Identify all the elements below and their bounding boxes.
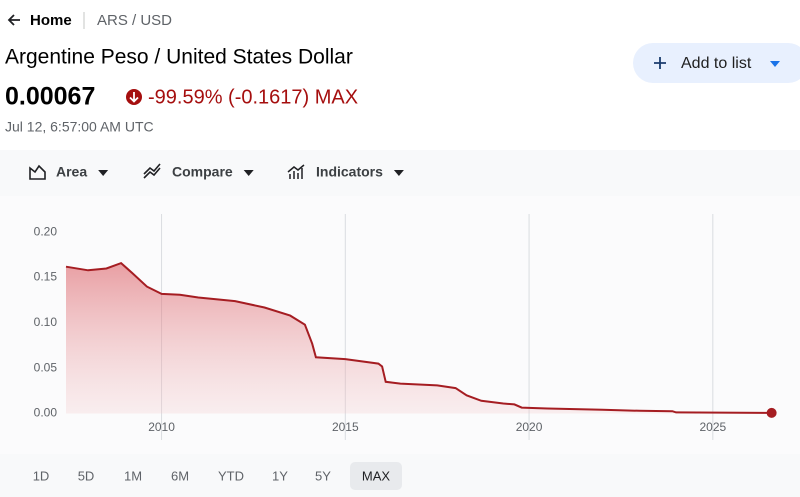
range-button[interactable]: 1D	[33, 468, 50, 483]
range-button[interactable]: 5D	[78, 468, 95, 483]
area-fill	[66, 263, 772, 414]
toolbar-caret	[243, 170, 254, 176]
range-button[interactable]: 1M	[124, 468, 142, 483]
price: 0.00067	[5, 83, 95, 111]
toolbar-icon	[143, 163, 161, 179]
plot: 2010 2015 2020 2025 0.00 0.05 0.10 0.15 0.20	[34, 214, 777, 440]
toolbar-button[interactable]: Area	[56, 164, 87, 180]
toolbar-icon	[29, 164, 46, 180]
y-tick-label: 0.10	[34, 315, 58, 329]
add-to-list-button[interactable]	[633, 43, 800, 83]
toolbar: Area Compare Indicators	[29, 163, 404, 180]
toolbar-button[interactable]: Indicators	[316, 164, 383, 180]
dropdown-caret	[770, 61, 780, 67]
price-line	[65, 261, 772, 414]
range-selector: 1D 5D 1M 6M YTD 1Y 5Y MAX	[33, 462, 402, 490]
toolbar-caret	[98, 170, 109, 176]
x-tick-label: 2025	[699, 420, 726, 434]
timestamp: Jul 12, 6:57:00 AM UTC	[5, 119, 154, 135]
back-arrow[interactable]	[7, 14, 20, 26]
toolbar-caret	[393, 170, 404, 176]
toolbar-icon	[287, 164, 305, 179]
range-button[interactable]: 6M	[171, 468, 189, 483]
x-tick-label: 2010	[148, 420, 175, 434]
breadcrumb-pair: ARS / USD	[97, 12, 172, 29]
y-tick-label: 0.20	[34, 224, 58, 238]
add-to-list-label[interactable]: Add to list	[681, 55, 752, 72]
range-button[interactable]: 1Y	[272, 468, 288, 483]
x-tick-label: 2020	[516, 420, 543, 434]
price-change: -99.59% (-0.1617) MAX	[148, 86, 358, 108]
y-tick-label: 0.05	[34, 360, 58, 374]
range-button[interactable]: YTD	[218, 468, 244, 483]
y-tick-label: 0.15	[34, 270, 58, 284]
breadcrumb-home[interactable]: Home	[30, 12, 72, 29]
down-arrow	[129, 92, 139, 103]
y-tick-label: 0.00	[34, 406, 58, 420]
page-title: Argentine Peso / United States Dollar	[5, 46, 353, 69]
plus-icon	[654, 57, 666, 69]
range-button[interactable]: MAX	[362, 468, 391, 483]
toolbar-button[interactable]: Compare	[172, 164, 233, 180]
range-button[interactable]: 5Y	[315, 468, 331, 483]
range-selected	[350, 462, 402, 490]
last-point	[766, 407, 777, 418]
x-tick-label: 2015	[332, 420, 359, 434]
